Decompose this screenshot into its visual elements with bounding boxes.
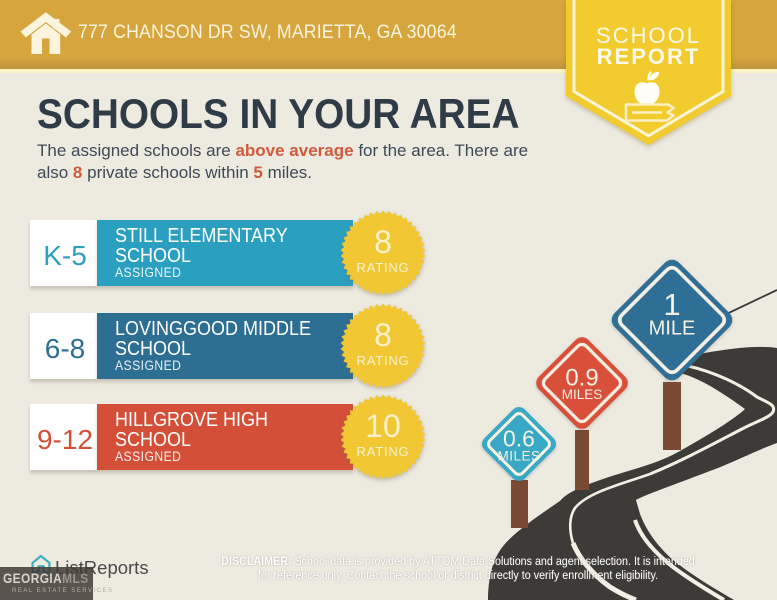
svg-text:SCHOOL: SCHOOL	[596, 23, 701, 48]
svg-text:1: 1	[663, 287, 680, 322]
svg-text:0.9: 0.9	[565, 365, 598, 392]
svg-text:0.6: 0.6	[503, 426, 535, 452]
svg-text:MILES: MILES	[562, 387, 603, 402]
svg-text:REPORT: REPORT	[597, 44, 701, 69]
svg-text:MILES: MILES	[497, 449, 540, 464]
svg-text:MILE: MILE	[649, 318, 696, 340]
